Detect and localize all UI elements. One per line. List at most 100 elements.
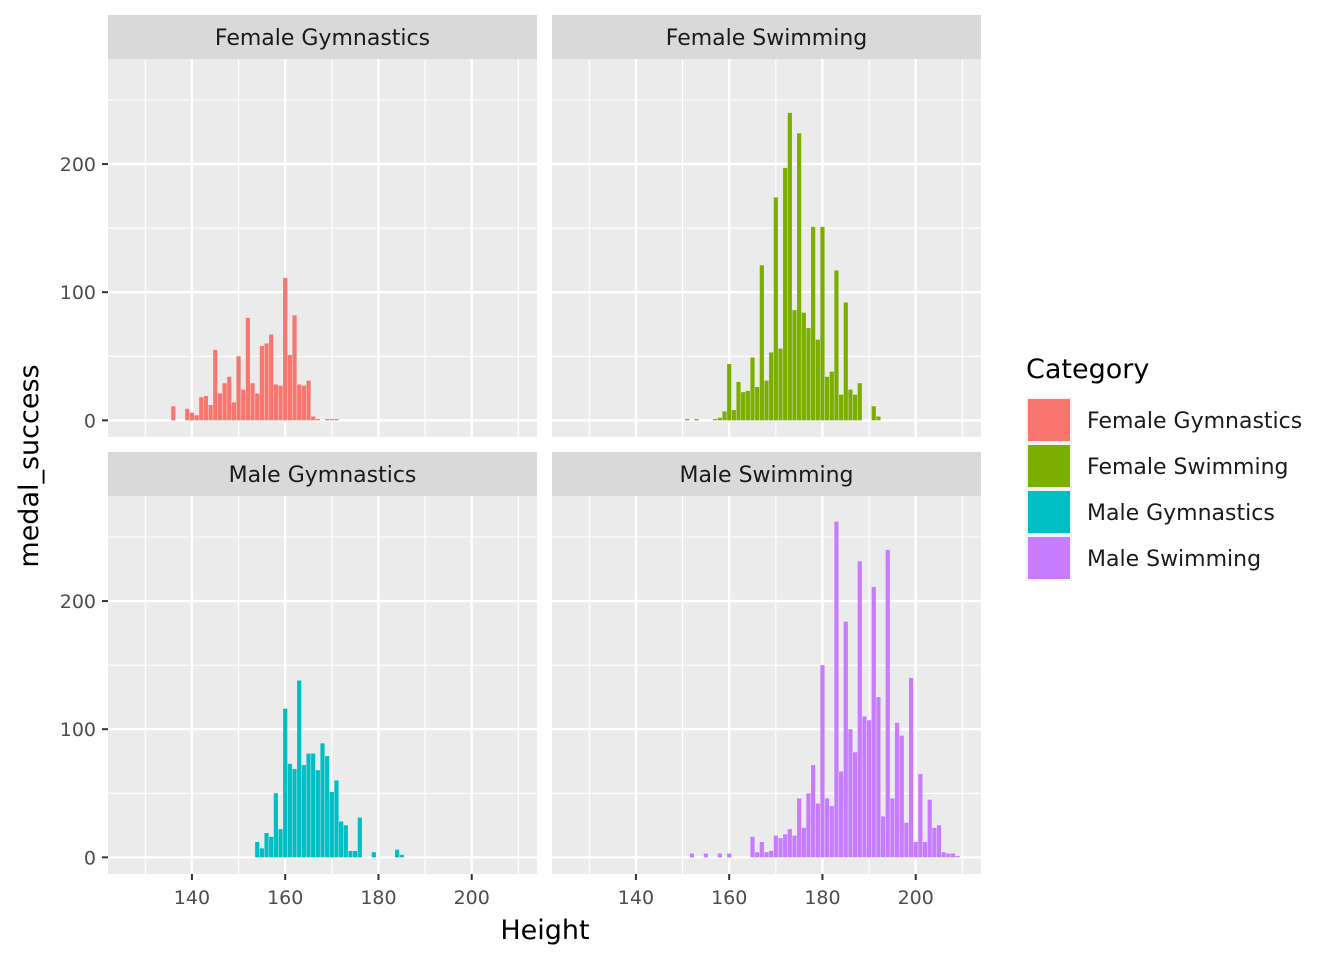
histogram-bar bbox=[250, 383, 255, 421]
legend-entry: Male Swimming bbox=[1026, 535, 1261, 581]
histogram-bar bbox=[311, 416, 316, 421]
histogram-bar bbox=[950, 853, 956, 858]
legend-label: Male Swimming bbox=[1087, 547, 1261, 572]
histogram-bar bbox=[334, 419, 339, 421]
histogram-bar bbox=[806, 793, 811, 858]
histogram-bar bbox=[273, 384, 278, 421]
histogram-bar bbox=[852, 752, 858, 858]
histogram-bar bbox=[848, 729, 853, 858]
y-tick-label: 100 bbox=[60, 719, 96, 741]
histogram-bar bbox=[722, 411, 727, 421]
facet-panel: Male Swimming bbox=[552, 452, 981, 874]
histogram-bar bbox=[899, 735, 904, 858]
histogram-bar bbox=[773, 197, 778, 421]
histogram-bar bbox=[820, 665, 825, 858]
histogram-bar bbox=[334, 780, 339, 858]
histogram-bar bbox=[283, 708, 288, 858]
histogram-bar bbox=[185, 408, 190, 421]
panel-background bbox=[552, 59, 981, 437]
histogram-bar bbox=[857, 561, 862, 858]
histogram-bar bbox=[315, 419, 320, 421]
facet-panels: Female Gymnastics Female Swimming Male Gym… bbox=[108, 15, 981, 874]
y-tick-label: 100 bbox=[60, 282, 96, 304]
histogram-bar bbox=[255, 841, 260, 858]
y-tick-label: 200 bbox=[60, 591, 96, 613]
histogram-bar bbox=[834, 521, 839, 858]
histogram-bar bbox=[339, 821, 344, 858]
histogram-bar bbox=[292, 315, 297, 421]
histogram-bar bbox=[255, 393, 260, 421]
histogram-bar bbox=[834, 270, 839, 421]
histogram-bar bbox=[783, 167, 788, 421]
histogram-bar bbox=[203, 395, 209, 421]
histogram-bar bbox=[713, 419, 718, 421]
histogram-bar bbox=[755, 387, 760, 421]
facet-strip-label: Female Swimming bbox=[666, 26, 868, 51]
histogram-bar bbox=[703, 853, 708, 858]
histogram-bar bbox=[297, 384, 302, 421]
histogram-bar bbox=[306, 380, 311, 421]
histogram-bar bbox=[783, 834, 788, 858]
histogram-bar bbox=[325, 419, 330, 421]
histogram-bar bbox=[769, 850, 774, 858]
legend-swatch bbox=[1028, 399, 1070, 441]
histogram-bar bbox=[829, 371, 834, 421]
y-tick-label: 0 bbox=[84, 410, 96, 432]
y-axis-ticks: 0 100 200 0 100 200 bbox=[60, 154, 108, 869]
histogram-bar bbox=[236, 356, 241, 421]
histogram-bar bbox=[894, 722, 900, 858]
histogram-bar bbox=[231, 402, 237, 421]
histogram-bar bbox=[353, 850, 358, 858]
histogram-bar bbox=[297, 680, 302, 858]
histogram-bar bbox=[259, 346, 264, 421]
legend-title: Category bbox=[1026, 354, 1149, 385]
histogram-bar bbox=[913, 841, 918, 858]
x-axis-title: Height bbox=[500, 915, 589, 946]
histogram-bar bbox=[890, 798, 895, 858]
histogram-bar bbox=[820, 226, 825, 421]
histogram-bar bbox=[801, 827, 806, 858]
histogram-bar bbox=[371, 852, 376, 858]
histogram-bar bbox=[750, 836, 755, 858]
histogram-bar bbox=[843, 621, 848, 858]
legend-swatch bbox=[1028, 537, 1070, 579]
x-tick-label: 140 bbox=[618, 887, 654, 909]
histogram-bar bbox=[694, 419, 699, 421]
y-axis-title: medal_success bbox=[14, 364, 45, 567]
histogram-bar bbox=[764, 380, 769, 421]
histogram-bar bbox=[880, 816, 886, 858]
facet-strip bbox=[108, 15, 537, 59]
histogram-bar bbox=[306, 753, 311, 858]
x-tick-label: 180 bbox=[804, 887, 840, 909]
x-tick-label: 200 bbox=[454, 887, 490, 909]
histogram-bar bbox=[292, 768, 297, 858]
histogram-bar bbox=[843, 302, 848, 421]
histogram-bar bbox=[778, 348, 783, 421]
histogram-bar bbox=[213, 349, 218, 421]
histogram-bar bbox=[852, 394, 858, 421]
x-tick-label: 140 bbox=[174, 887, 210, 909]
histogram-bar bbox=[269, 334, 274, 421]
histogram-bar bbox=[259, 848, 264, 858]
legend-label: Male Gymnastics bbox=[1087, 501, 1275, 526]
x-tick-label: 180 bbox=[360, 887, 396, 909]
histogram-bar bbox=[750, 357, 755, 421]
histogram-bar bbox=[395, 849, 400, 858]
legend-entry: Female Swimming bbox=[1026, 443, 1289, 489]
histogram-bar bbox=[727, 853, 732, 858]
histogram-bar bbox=[736, 381, 741, 421]
histogram-bar bbox=[278, 385, 283, 421]
histogram-bar bbox=[936, 825, 942, 858]
facet-panel: Female Swimming bbox=[552, 15, 981, 437]
facet-strip bbox=[552, 15, 981, 59]
histogram-bar bbox=[839, 394, 844, 421]
histogram-bar bbox=[227, 376, 232, 421]
legend-label: Female Swimming bbox=[1087, 455, 1289, 480]
legend-swatch bbox=[1028, 445, 1070, 487]
legend: Category Female Gymnastics Female Swimmin… bbox=[1026, 354, 1302, 581]
histogram-bar bbox=[315, 770, 320, 858]
histogram-bar bbox=[801, 312, 806, 421]
histogram-bar bbox=[829, 806, 834, 858]
histogram-bar bbox=[904, 822, 909, 858]
facet-strip bbox=[552, 452, 981, 496]
